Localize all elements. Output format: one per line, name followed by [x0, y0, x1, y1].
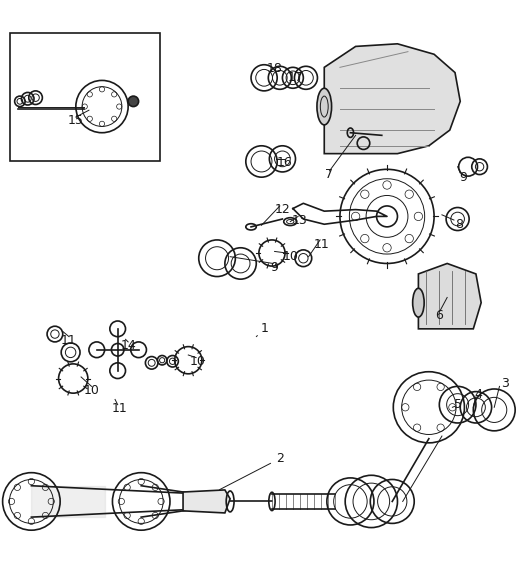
Text: 12: 12 [275, 203, 290, 216]
Text: 13: 13 [292, 214, 308, 227]
Text: 6: 6 [435, 309, 444, 322]
Text: 18: 18 [267, 62, 282, 75]
Text: 8: 8 [454, 218, 463, 231]
Polygon shape [418, 263, 481, 329]
Text: 1: 1 [256, 323, 268, 337]
Text: 7: 7 [325, 168, 334, 181]
Text: 17: 17 [288, 71, 303, 84]
Polygon shape [183, 490, 230, 513]
Text: 2: 2 [220, 452, 284, 490]
Text: 16: 16 [277, 156, 293, 169]
Polygon shape [324, 44, 460, 154]
Ellipse shape [413, 288, 424, 317]
Circle shape [128, 96, 139, 107]
Text: 3: 3 [501, 377, 509, 390]
Text: 5: 5 [453, 398, 462, 411]
Text: 11: 11 [111, 402, 127, 415]
Ellipse shape [317, 88, 332, 125]
Text: 9: 9 [459, 170, 467, 184]
Text: 10: 10 [190, 355, 206, 368]
Text: 9: 9 [270, 261, 279, 274]
Text: 14: 14 [120, 339, 136, 352]
Bar [10, 33, 160, 161]
Text: 4: 4 [474, 387, 483, 401]
Text: 10: 10 [84, 384, 99, 397]
Text: 11: 11 [314, 238, 329, 251]
Text: 11: 11 [61, 335, 77, 347]
Text: 10: 10 [282, 250, 298, 263]
Text: 15: 15 [68, 114, 84, 127]
